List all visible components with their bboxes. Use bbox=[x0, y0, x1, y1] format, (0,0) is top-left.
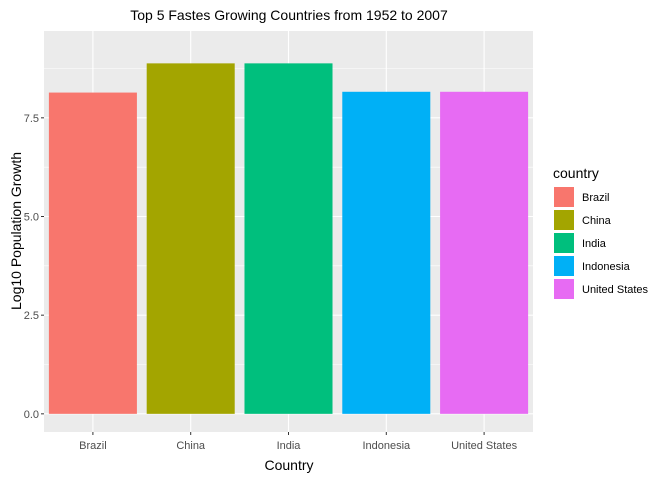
legend-label: Indonesia bbox=[582, 261, 631, 273]
chart-title: Top 5 Fastes Growing Countries from 1952… bbox=[130, 7, 448, 23]
y-tick-label: 5.0 bbox=[24, 212, 39, 224]
bar-indonesia bbox=[342, 91, 431, 414]
legend-title: country bbox=[553, 165, 599, 181]
legend-item: China bbox=[554, 210, 612, 230]
y-tick-label: 7.5 bbox=[24, 113, 39, 125]
x-tick-label: Indonesia bbox=[362, 440, 411, 452]
legend: country Brazil China India Indonesia United … bbox=[553, 165, 649, 299]
legend-key bbox=[554, 279, 574, 299]
bar-china bbox=[146, 63, 235, 414]
bars bbox=[48, 63, 529, 414]
y-tick-label: 2.5 bbox=[24, 310, 39, 322]
legend-label: India bbox=[582, 238, 607, 250]
legend-label: Brazil bbox=[582, 192, 610, 204]
legend-item: Indonesia bbox=[554, 256, 631, 276]
legend-key bbox=[554, 233, 574, 253]
x-tick-label: India bbox=[277, 440, 302, 452]
x-axis-title: Country bbox=[264, 457, 313, 473]
bar-united-states bbox=[440, 91, 529, 414]
legend-item: India bbox=[554, 233, 607, 253]
legend-key bbox=[554, 210, 574, 230]
y-axis: 0.0 2.5 5.0 7.5 bbox=[24, 113, 44, 421]
x-tick-label: Brazil bbox=[79, 440, 107, 452]
y-tick-label: 0.0 bbox=[24, 409, 39, 421]
legend-key bbox=[554, 256, 574, 276]
legend-label: United States bbox=[582, 284, 649, 296]
bar-india bbox=[244, 63, 333, 414]
bar-brazil bbox=[48, 92, 137, 414]
legend-item: United States bbox=[554, 279, 649, 299]
legend-label: China bbox=[582, 215, 612, 227]
x-tick-label: United States bbox=[451, 440, 518, 452]
legend-key bbox=[554, 187, 574, 207]
legend-item: Brazil bbox=[554, 187, 610, 207]
x-tick-label: China bbox=[176, 440, 206, 452]
y-axis-title: Log10 Population Growth bbox=[8, 152, 24, 310]
x-axis: Brazil China India Indonesia United States bbox=[79, 432, 518, 452]
